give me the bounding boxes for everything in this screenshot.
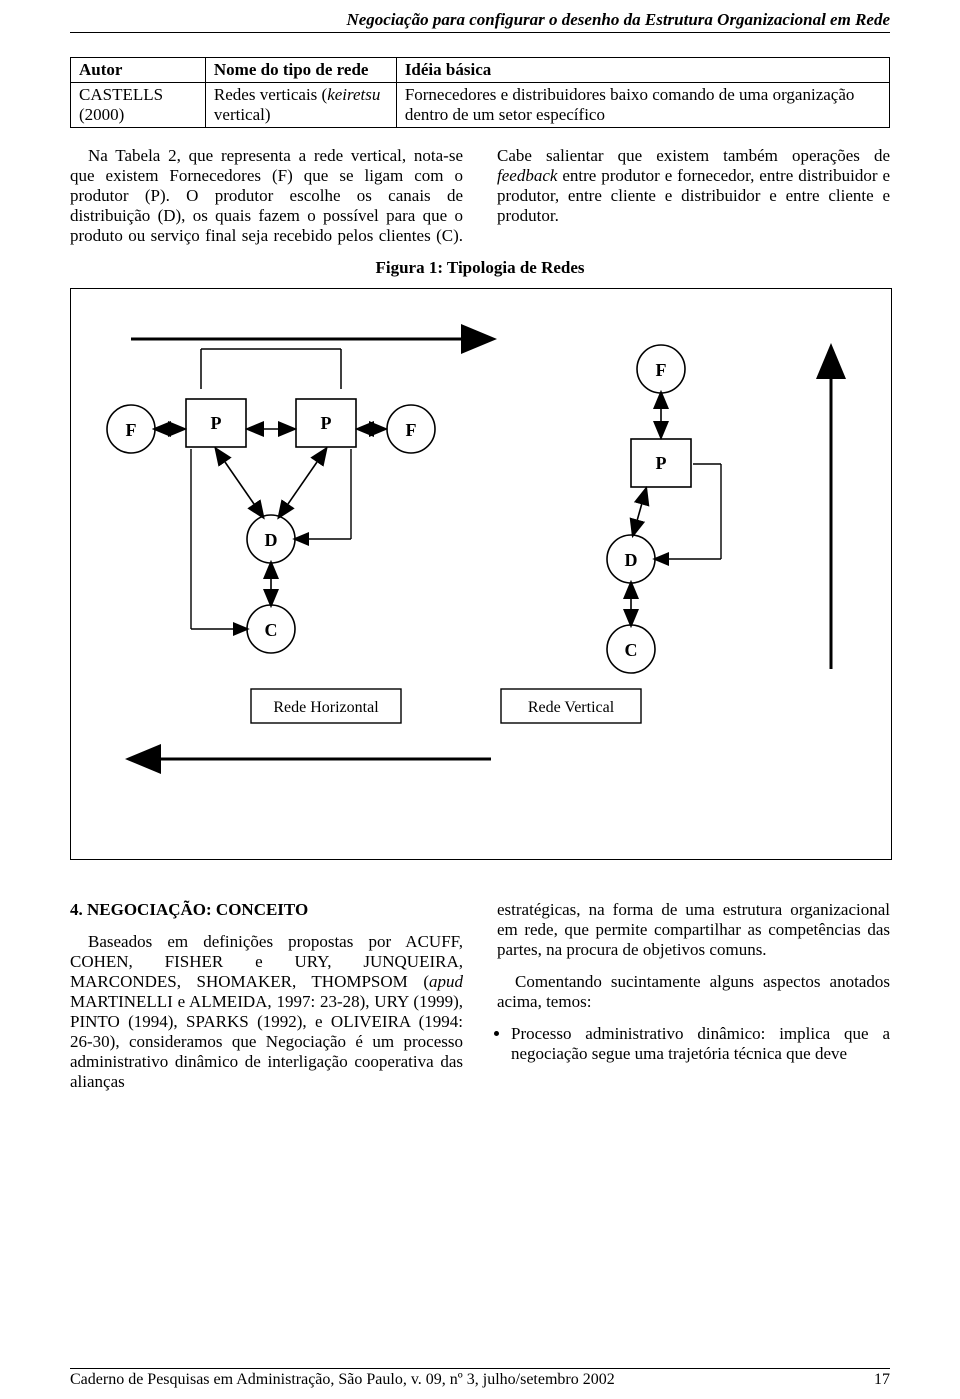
cell-autor: CASTELLS (2000) (71, 83, 206, 128)
node-F-right: F (406, 420, 417, 440)
node-P-v: P (656, 453, 667, 473)
figure-box: F F P P D C (70, 288, 892, 860)
section4-bullet-1: Processo administrativo dinâmico: implic… (511, 1024, 890, 1064)
section4-right-p1: estratégicas, na forma de uma estrutura … (497, 900, 890, 960)
node-C-left: C (265, 620, 278, 640)
s4-left-a: Baseados em definições propostas por ACU… (70, 932, 463, 991)
th-autor: Autor (71, 58, 206, 83)
node-F-v: F (656, 360, 667, 380)
section4-block: 4. NEGOCIAÇÃO: CONCEITO Baseados em defi… (70, 900, 890, 1104)
footer-left: Caderno de Pesquisas em Administração, S… (70, 1371, 615, 1389)
table-row: CASTELLS (2000) Redes verticais (keirets… (71, 83, 890, 128)
cell-ideia: Fornecedores e distribuidores baixo coma… (396, 83, 889, 128)
section4-right-col: estratégicas, na forma de uma estrutura … (497, 900, 890, 1104)
page-footer: Caderno de Pesquisas em Administração, S… (70, 1368, 890, 1389)
s4-left-tail: MARTINELLI e ALMEIDA, 1997: 23-28), URY … (70, 992, 463, 1091)
section4-heading: 4. NEGOCIAÇÃO: CONCEITO (70, 900, 463, 920)
paragraph-block-1: Na Tabela 2, que representa a rede verti… (70, 146, 890, 246)
th-tipo: Nome do tipo de rede (205, 58, 396, 83)
section4-left-p1: Baseados em definições propostas por ACU… (70, 932, 463, 1092)
node-P1: P (211, 413, 222, 433)
cell-tipo-plain: Redes verticais ( (214, 85, 327, 104)
footer-page-number: 17 (874, 1371, 890, 1389)
node-F-left: F (126, 420, 137, 440)
section4-bullets: Processo administrativo dinâmico: implic… (497, 1024, 890, 1064)
node-C-v: C (625, 640, 638, 660)
cell-tipo-italic: keiretsu (327, 85, 380, 104)
node-D-v: D (625, 550, 638, 570)
caption-rede-vertical: Rede Vertical (528, 699, 615, 716)
para1-right-italic: feedback (497, 166, 557, 185)
caption-rede-horizontal: Rede Horizontal (273, 699, 379, 716)
figure-svg: F F P P D C (71, 289, 891, 859)
data-table: Autor Nome do tipo de rede Idéia básica … (70, 57, 890, 128)
table-header-row: Autor Nome do tipo de rede Idéia básica (71, 58, 890, 83)
node-D-left: D (265, 530, 278, 550)
running-head: Negociação para configurar o desenho da … (70, 10, 890, 33)
cell-tipo-tail: vertical) (214, 105, 271, 124)
node-P2: P (321, 413, 332, 433)
cell-tipo: Redes verticais (keiretsu vertical) (205, 83, 396, 128)
section4-right-p2: Comentando sucintamente alguns aspectos … (497, 972, 890, 1012)
section4-left-col: 4. NEGOCIAÇÃO: CONCEITO Baseados em defi… (70, 900, 463, 1104)
figure-title: Figura 1: Tipologia de Redes (70, 258, 890, 278)
s4-left-italic: apud (429, 972, 463, 991)
th-ideia: Idéia básica (396, 58, 889, 83)
